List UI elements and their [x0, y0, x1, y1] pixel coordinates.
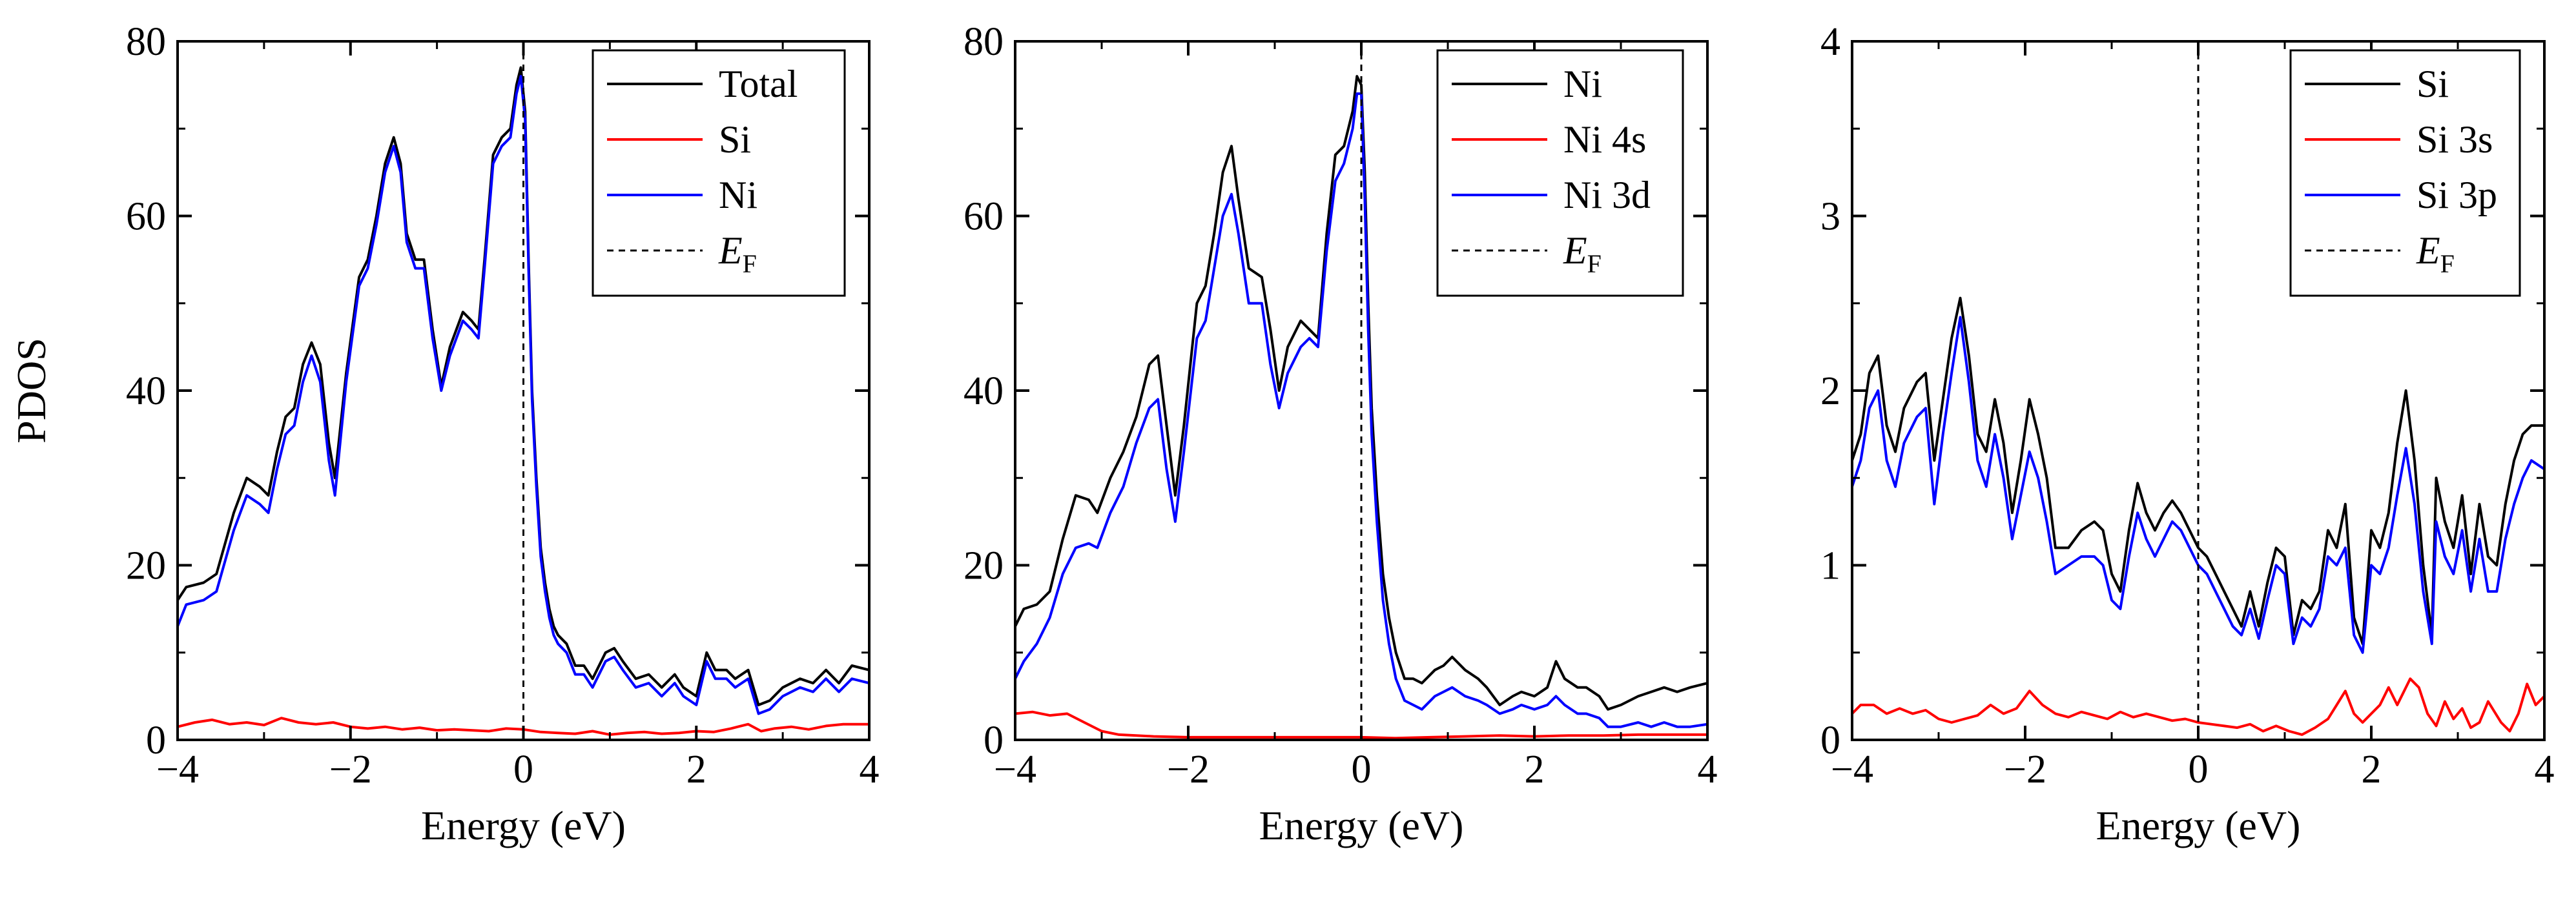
y-tick-label: 60: [126, 195, 166, 239]
x-tick-label: −4: [156, 748, 199, 792]
legend-label-fermi: EF: [2416, 229, 2455, 278]
x-tick-label: 4: [2535, 748, 2555, 792]
series-line-total: [178, 66, 869, 706]
fermi-symbol: E: [718, 229, 743, 272]
series-line-ni: [178, 75, 869, 715]
x-axis-label: Energy (eV): [421, 803, 626, 848]
x-tick-label: 0: [2189, 748, 2209, 792]
y-tick-label: 0: [1820, 719, 1840, 762]
y-tick-label: 2: [1820, 369, 1840, 413]
y-tick-label: 4: [1820, 20, 1840, 64]
legend-box: [2289, 49, 2521, 297]
legend-label: Si: [2416, 63, 2449, 105]
legend-label: Total: [719, 63, 798, 105]
y-axis-label: PDOS: [8, 338, 54, 444]
legend-box: [1436, 49, 1684, 297]
legend: Total Si Ni EF: [592, 49, 846, 297]
series-line-ni: [1015, 75, 1707, 711]
legend: Si Si 3s Si 3p EF: [2289, 49, 2521, 297]
fermi-subscript: F: [743, 249, 757, 278]
series-line-si-3p: [1852, 316, 2544, 654]
fermi-subscript: F: [2440, 249, 2455, 278]
y-tick-label: 1: [1820, 544, 1840, 588]
legend-label: Si 3p: [2416, 174, 2497, 216]
x-tick-label: 4: [860, 748, 880, 792]
x-tick-label: 4: [1698, 748, 1718, 792]
y-tick-label: 40: [963, 369, 1004, 413]
chart-panel-si: −4 −2 0 2 4 0 1 2 3 4 Energy (eV) Si Si 3s Si 3p EF: [1820, 20, 2555, 848]
y-tick-label: 80: [126, 20, 166, 64]
legend-label: Ni: [719, 174, 757, 216]
y-tick-label: 80: [963, 20, 1004, 64]
legend-label-fermi: EF: [718, 229, 757, 278]
legend-label: Ni: [1563, 63, 1602, 105]
fermi-symbol: E: [1563, 229, 1587, 272]
legend-label-fermi: EF: [1563, 229, 1602, 278]
legend-label: Si: [719, 118, 751, 161]
y-tick-label: 0: [146, 719, 166, 762]
x-tick-label: −2: [2004, 748, 2046, 792]
x-tick-label: 2: [2362, 748, 2382, 792]
legend-box: [592, 49, 846, 297]
series-line-si-3s: [1852, 677, 2544, 736]
series-line-ni-4s: [1015, 710, 1707, 740]
x-tick-label: 0: [513, 748, 533, 792]
fermi-subscript: F: [1587, 249, 1602, 278]
x-axis-label: Energy (eV): [1259, 803, 1464, 848]
series-line-ni-3d: [1015, 92, 1707, 728]
x-axis-label: Energy (eV): [2096, 803, 2301, 848]
y-tick-label: 40: [126, 369, 166, 413]
x-tick-label: −4: [1831, 748, 1873, 792]
x-tick-label: 2: [1525, 748, 1545, 792]
x-tick-label: −2: [329, 748, 372, 792]
x-tick-label: 0: [1352, 748, 1372, 792]
y-tick-label: 20: [126, 544, 166, 588]
y-tick-label: 20: [963, 544, 1004, 588]
y-tick-label: 0: [984, 719, 1004, 762]
x-tick-label: 2: [686, 748, 706, 792]
x-tick-label: −4: [994, 748, 1036, 792]
x-tick-label: −2: [1167, 748, 1210, 792]
legend-label: Si 3s: [2416, 118, 2493, 161]
legend-label: Ni 3d: [1563, 174, 1651, 216]
y-tick-label: 3: [1820, 195, 1840, 239]
legend-label: Ni 4s: [1563, 118, 1646, 161]
legend: Ni Ni 4s Ni 3d EF: [1436, 49, 1684, 297]
fermi-symbol: E: [2416, 229, 2440, 272]
y-tick-label: 60: [963, 195, 1004, 239]
